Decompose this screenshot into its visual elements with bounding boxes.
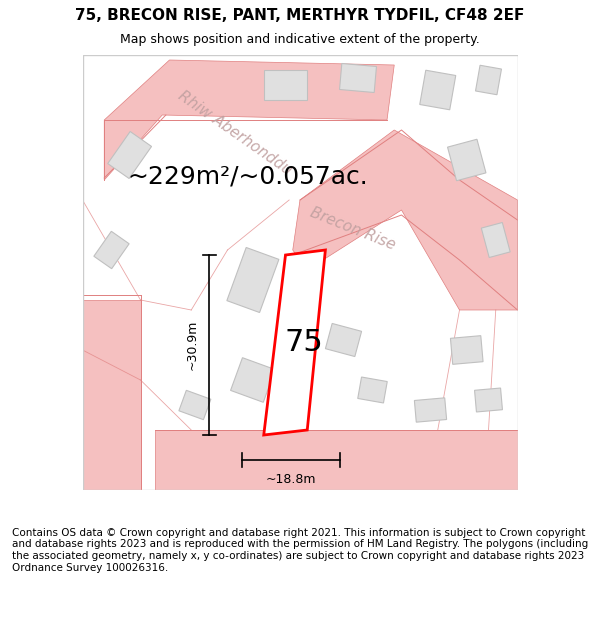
Text: Contains OS data © Crown copyright and database right 2021. This information is : Contains OS data © Crown copyright and d… [12,528,588,572]
Polygon shape [108,131,152,179]
Polygon shape [481,222,510,258]
Polygon shape [415,398,446,422]
Polygon shape [420,70,456,110]
Polygon shape [293,130,517,310]
Polygon shape [83,300,140,490]
Polygon shape [451,336,483,364]
Text: ~18.8m: ~18.8m [266,473,316,486]
Polygon shape [104,60,394,180]
Text: 75: 75 [285,328,323,357]
Text: ~229m²/~0.057ac.: ~229m²/~0.057ac. [127,165,368,189]
Polygon shape [230,357,275,402]
Polygon shape [448,139,486,181]
Polygon shape [94,231,129,269]
Polygon shape [358,377,387,403]
Polygon shape [340,64,376,92]
Polygon shape [325,324,362,356]
Polygon shape [179,391,211,419]
Text: ~30.9m: ~30.9m [185,320,199,370]
Polygon shape [476,65,502,95]
Polygon shape [155,430,517,490]
Polygon shape [475,388,502,412]
Text: Brecon Rise: Brecon Rise [307,205,397,253]
Text: Rhiw Aberhonddu: Rhiw Aberhonddu [175,89,295,178]
Polygon shape [227,248,279,312]
Polygon shape [264,70,307,100]
Polygon shape [264,250,325,435]
Text: 75, BRECON RISE, PANT, MERTHYR TYDFIL, CF48 2EF: 75, BRECON RISE, PANT, MERTHYR TYDFIL, C… [76,8,524,23]
Text: Map shows position and indicative extent of the property.: Map shows position and indicative extent… [120,33,480,46]
